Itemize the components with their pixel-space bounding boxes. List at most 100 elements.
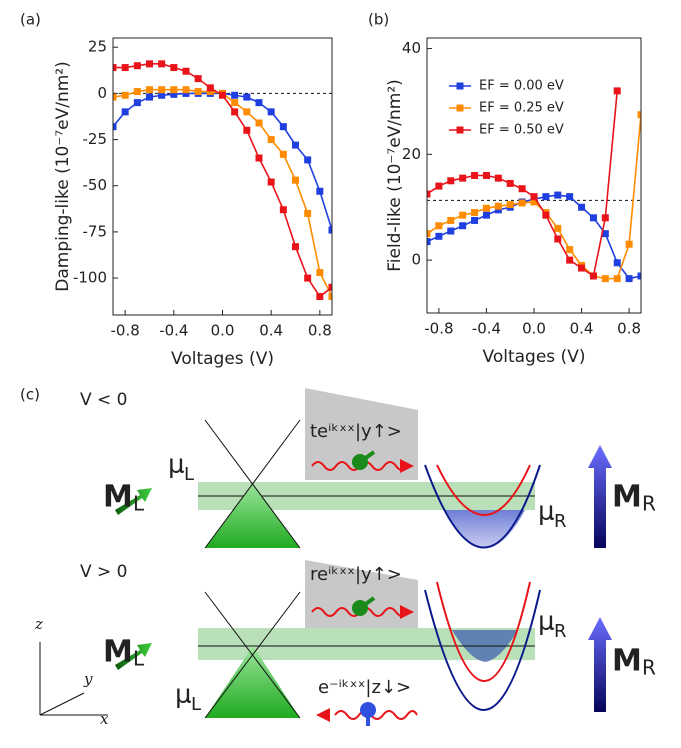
y-tick-label: 25 [88,38,107,56]
marker [158,86,166,94]
marker [292,176,299,184]
marker [304,209,312,217]
marker [554,224,562,232]
magnet-sub: R [642,656,656,680]
marker [255,99,263,107]
diagram: (c) V < 0 V > 0 teⁱᵏˣˣ|y↑> reⁱᵏˣˣ|y↑> e⁻… [20,386,656,729]
mu-sub: L [191,694,201,715]
y-tick-label: 0 [411,251,421,269]
mu: μ [538,607,555,637]
marker [427,230,431,238]
marker [267,108,275,116]
x-tick-label: -0.4 [159,322,188,340]
barrier [305,388,418,480]
marker [530,193,538,201]
magnet-sub: R [642,492,656,516]
marker [637,272,641,280]
magnet-sub: L [133,492,145,516]
marker [459,211,467,219]
marker [625,240,633,248]
marker [304,274,312,282]
x-tick-label: 0.8 [308,322,332,340]
marker [170,64,178,72]
marker [637,111,641,119]
marker [231,99,239,107]
marker [328,293,332,301]
marker [530,198,538,206]
marker [279,206,287,214]
frame [426,37,642,314]
marker [554,191,562,199]
arrowhead [400,605,414,619]
marker [146,86,153,94]
marker [625,275,633,283]
marker [206,88,214,96]
marker [482,211,490,219]
marker [219,91,226,99]
marker [435,222,443,230]
state-label: teⁱᵏˣˣ|y↑> [310,421,402,442]
marker [566,246,574,254]
marker [601,230,609,238]
x-tick-label: -0.8 [111,322,140,340]
spin [358,450,376,464]
cone [205,646,300,718]
x-tick-label: 0.8 [617,320,641,338]
dirac-line [204,591,301,719]
magnet-label: M [612,644,642,679]
marker [170,90,178,98]
series-line [113,88,332,297]
marker [542,193,550,201]
marker [231,91,239,99]
marker [158,60,166,68]
marker [459,174,467,182]
case-label: V < 0 [80,390,128,410]
marker [316,269,324,277]
marker [292,141,299,149]
axis-arrow [39,692,85,716]
marker [506,179,514,187]
y-axis-label: Field-like (10⁻⁷eV/nm²) [385,79,405,272]
wave [334,710,418,720]
x-tick-label: 0.0 [211,322,235,340]
marker [267,136,275,144]
marker [566,256,574,264]
marker [158,91,166,99]
axis-name: x [100,710,109,728]
marker [589,214,597,222]
marker [182,86,190,94]
marker [255,119,263,127]
y-tick-label: -50 [83,176,108,194]
arrowhead [400,459,414,473]
marker [613,275,621,283]
marker [601,214,609,222]
magnet-sub: L [133,647,145,671]
marker [494,206,502,214]
cone [205,483,300,548]
magnet-label: M [612,480,642,515]
marker [435,182,443,190]
marker [542,211,550,219]
magnet-arrow [115,488,152,515]
marker [494,202,502,210]
mu-sub: R [554,621,567,642]
parabola [436,581,531,682]
series-line [113,92,332,231]
marker [146,60,153,68]
marker [316,187,324,195]
marker [601,275,609,283]
marker [255,154,263,162]
legend-marker [456,82,464,90]
marker [316,293,324,301]
x-tick-label: 0.4 [570,320,594,338]
y-tick-label: 40 [402,39,421,57]
state-label: reⁱᵏˣˣ|y↑> [310,564,402,585]
panel-label: (c) [20,386,40,404]
marker [447,177,455,185]
marker [471,216,479,224]
marker [243,108,251,116]
series-line [427,90,619,278]
marker [194,75,202,83]
marker [279,150,287,158]
y-axis-label: Damping-like (10⁻⁷eV/nm²) [53,61,73,291]
